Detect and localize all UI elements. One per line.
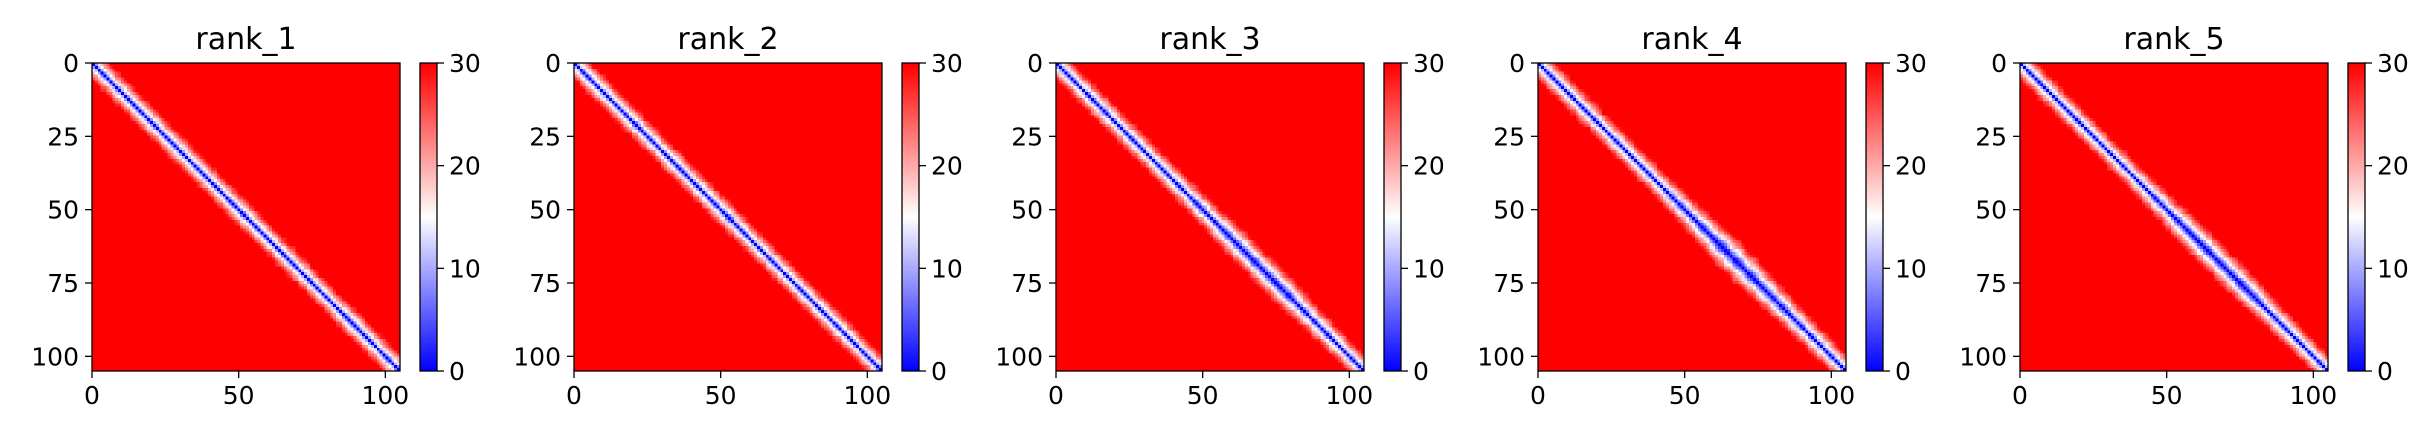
y-tick-label: 25 — [1975, 122, 2007, 151]
y-tick-label: 75 — [1493, 269, 1525, 298]
heatmap-frame — [2019, 62, 2329, 372]
y-tick-label: 75 — [529, 269, 561, 298]
y-tick-label: 100 — [995, 342, 1043, 371]
x-tick-label: 100 — [843, 381, 891, 410]
colorbar-tick-label: 0 — [931, 357, 947, 386]
panel-title: rank_2 — [677, 22, 778, 57]
y-tick-label: 0 — [63, 49, 79, 78]
x-tick-label: 0 — [1530, 381, 1546, 410]
x-tick-label: 100 — [1325, 381, 1373, 410]
heatmap-cells — [92, 63, 400, 371]
colorbar-tick-label: 10 — [1413, 254, 1445, 283]
colorbar-tick-label: 30 — [449, 49, 481, 78]
y-tick-label: 25 — [529, 122, 561, 151]
y-tick-label: 50 — [47, 196, 79, 225]
x-tick-label: 50 — [705, 381, 737, 410]
colorbar-frame — [419, 62, 438, 372]
x-tick-label: 0 — [566, 381, 582, 410]
colorbar-tick-label: 10 — [1895, 254, 1927, 283]
panel-title: rank_3 — [1159, 22, 1260, 57]
colorbar-tick-label: 10 — [931, 254, 963, 283]
y-tick-label: 0 — [1027, 49, 1043, 78]
x-tick-label: 0 — [1048, 381, 1064, 410]
y-tick-label: 100 — [513, 342, 561, 371]
colorbar-tick-label: 0 — [449, 357, 465, 386]
x-tick-label: 50 — [2151, 381, 2183, 410]
x-tick-label: 0 — [84, 381, 100, 410]
y-tick-label: 100 — [1477, 342, 1525, 371]
colorbar-tick-label: 0 — [1413, 357, 1429, 386]
x-tick-label: 0 — [2012, 381, 2028, 410]
y-tick-label: 0 — [1509, 49, 1525, 78]
heatmap-cells — [1538, 63, 1846, 371]
y-tick-label: 50 — [529, 196, 561, 225]
x-tick-label: 100 — [361, 381, 409, 410]
colorbar-tick-label: 20 — [2377, 152, 2409, 181]
y-tick-label: 25 — [47, 122, 79, 151]
panel-title: rank_5 — [2123, 22, 2224, 57]
panel-title: rank_4 — [1641, 22, 1742, 57]
colorbar-frame — [1383, 62, 1402, 372]
colorbar-tick-label: 30 — [1895, 49, 1927, 78]
colorbar-tick-label: 30 — [2377, 49, 2409, 78]
colorbar-gradient — [2348, 63, 2365, 371]
colorbar-tick-label: 30 — [931, 49, 963, 78]
colorbar-frame — [2347, 62, 2366, 372]
colorbar-tick-label: 20 — [449, 152, 481, 181]
y-tick-label: 25 — [1493, 122, 1525, 151]
y-tick-label: 0 — [1991, 49, 2007, 78]
colorbar-gradient — [420, 63, 437, 371]
colorbar-tick-label: 20 — [931, 152, 963, 181]
y-tick-label: 25 — [1011, 122, 1043, 151]
y-tick-label: 50 — [1975, 196, 2007, 225]
y-tick-label: 75 — [1011, 269, 1043, 298]
colorbar-gradient — [1384, 63, 1401, 371]
heatmap-frame — [1537, 62, 1847, 372]
heatmap-frame — [573, 62, 883, 372]
colorbar-frame — [1865, 62, 1884, 372]
colorbar-tick-label: 0 — [2377, 357, 2393, 386]
colorbar-gradient — [902, 63, 919, 371]
heatmap-frame — [91, 62, 401, 372]
colorbar-gradient — [1866, 63, 1883, 371]
y-tick-label: 0 — [545, 49, 561, 78]
colorbar-tick-label: 10 — [2377, 254, 2409, 283]
x-tick-label: 50 — [1187, 381, 1219, 410]
y-tick-label: 50 — [1011, 196, 1043, 225]
heatmap-frame — [1055, 62, 1365, 372]
heatmap-cells — [574, 63, 882, 371]
colorbar-tick-label: 0 — [1895, 357, 1911, 386]
heatmap-cells — [2020, 63, 2328, 371]
panel-title: rank_1 — [195, 22, 296, 57]
x-tick-label: 100 — [1807, 381, 1855, 410]
colorbar-tick-label: 20 — [1413, 152, 1445, 181]
x-tick-label: 100 — [2289, 381, 2337, 410]
y-tick-label: 100 — [1959, 342, 2007, 371]
heatmap-cells — [1056, 63, 1364, 371]
colorbar-tick-label: 20 — [1895, 152, 1927, 181]
y-tick-label: 100 — [31, 342, 79, 371]
x-tick-label: 50 — [223, 381, 255, 410]
y-tick-label: 50 — [1493, 196, 1525, 225]
y-tick-label: 75 — [1975, 269, 2007, 298]
x-tick-label: 50 — [1669, 381, 1701, 410]
y-tick-label: 75 — [47, 269, 79, 298]
colorbar-frame — [901, 62, 920, 372]
colorbar-tick-label: 30 — [1413, 49, 1445, 78]
colorbar-tick-label: 10 — [449, 254, 481, 283]
